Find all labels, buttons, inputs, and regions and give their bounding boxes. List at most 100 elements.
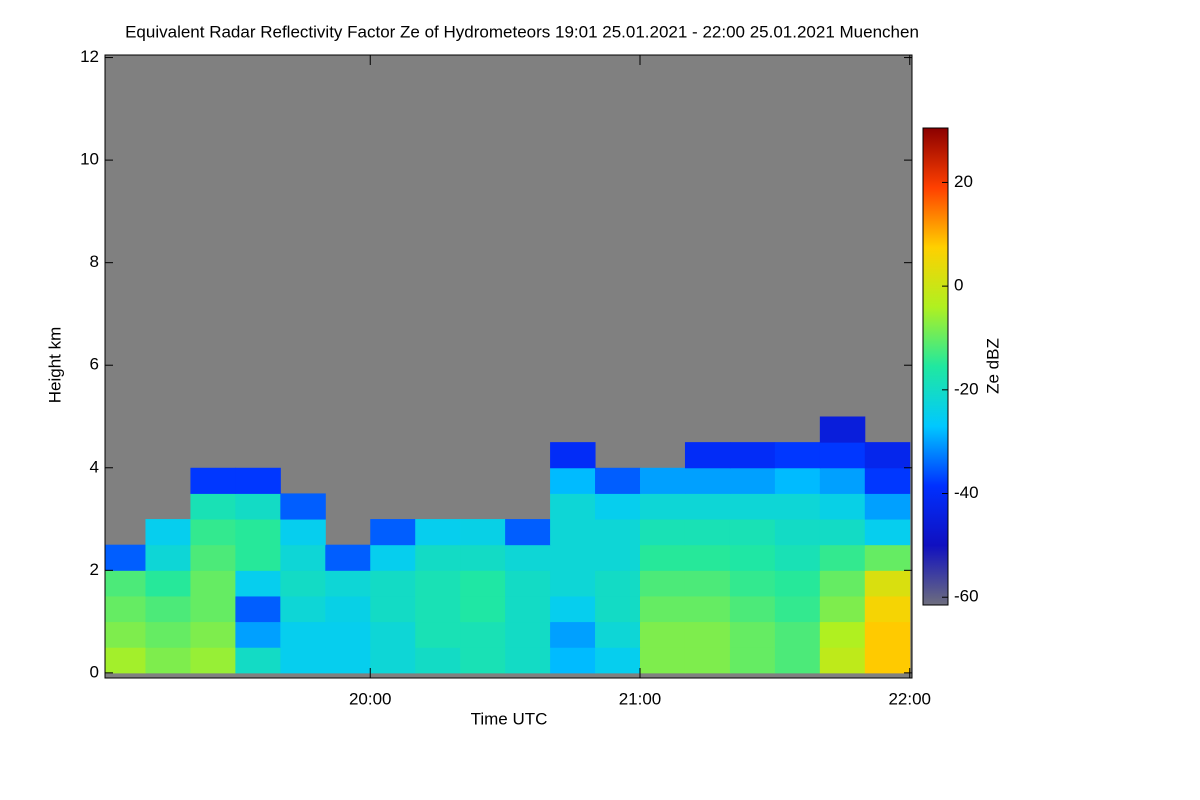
heatmap-cell: [774, 493, 821, 520]
heatmap-cell: [190, 493, 236, 520]
heatmap-cell: [819, 621, 866, 648]
heatmap-cell: [640, 570, 686, 597]
heatmap-cell: [145, 647, 191, 674]
x-tick-label: 22:00: [888, 689, 931, 708]
heatmap-cell: [640, 493, 686, 520]
heatmap-cell: [505, 544, 551, 571]
heatmap-cell: [190, 519, 236, 546]
y-axis-label: Height km: [45, 327, 64, 404]
heatmap-cell: [190, 647, 236, 674]
heatmap-cell: [325, 621, 371, 648]
heatmap-cell: [864, 647, 911, 674]
heatmap-cell: [105, 570, 146, 597]
heatmap-cell: [235, 544, 281, 571]
colorbar-tick-label: -20: [954, 379, 979, 398]
chart-title: Equivalent Radar Reflectivity Factor Ze …: [125, 22, 919, 41]
colorbar-tick-label: -40: [954, 483, 979, 502]
heatmap-cell: [640, 519, 686, 546]
heatmap-cell: [640, 621, 686, 648]
heatmap-cell: [819, 493, 866, 520]
heatmap-cell: [325, 647, 371, 674]
heatmap-cell: [595, 570, 641, 597]
heatmap-cell: [684, 621, 731, 648]
heatmap-cell: [595, 467, 641, 494]
heatmap-cell: [280, 621, 326, 648]
heatmap-cell: [460, 570, 506, 597]
heatmap-cell: [280, 544, 326, 571]
heatmap-cell: [190, 544, 236, 571]
heatmap-cell: [370, 519, 416, 546]
heatmap-cell: [505, 519, 551, 546]
heatmap-cell: [550, 544, 596, 571]
colorbar-tick-label: -60: [954, 587, 979, 606]
heatmap-cell: [864, 570, 911, 597]
heatmap-cell: [505, 621, 551, 648]
y-tick-label: 0: [90, 662, 99, 681]
colorbar-label: Ze dBZ: [983, 338, 1002, 394]
heatmap-cell: [280, 519, 326, 546]
heatmap-cell: [415, 647, 461, 674]
heatmap-cell: [819, 647, 866, 674]
heatmap-cell: [595, 493, 641, 520]
colorbar: [922, 127, 949, 606]
heatmap-cell: [105, 647, 146, 674]
heatmap-cell: [460, 519, 506, 546]
heatmap-cell: [729, 570, 776, 597]
heatmap-cell: [190, 595, 236, 623]
heatmap-cell: [819, 544, 866, 571]
heatmap-cell: [145, 570, 191, 597]
heatmap-cell: [684, 570, 731, 597]
heatmap-cell: [595, 519, 641, 546]
heatmap-cell: [864, 519, 911, 546]
heatmap-cell: [550, 519, 596, 546]
heatmap-cell: [819, 416, 866, 443]
x-tick-label: 21:00: [619, 689, 662, 708]
heatmap-cell: [325, 595, 371, 623]
colorbar-tick-label: 20: [954, 172, 973, 191]
heatmap-cell: [729, 519, 776, 546]
heatmap-cell: [729, 621, 776, 648]
heatmap-cell: [105, 621, 146, 648]
heatmap-cell: [684, 442, 731, 469]
heatmap-cell: [460, 595, 506, 623]
heatmap-cell: [145, 595, 191, 623]
heatmap-cell: [819, 595, 866, 623]
y-tick-label: 10: [80, 150, 99, 169]
heatmap-cell: [460, 621, 506, 648]
y-tick-label: 6: [90, 355, 99, 374]
heatmap-cell: [864, 544, 911, 571]
heatmap-cell: [729, 544, 776, 571]
heatmap-cell: [864, 442, 911, 469]
y-tick-label: 8: [90, 252, 99, 271]
heatmap-cell: [864, 621, 911, 648]
heatmap-cell: [774, 467, 821, 494]
heatmap-cell: [550, 647, 596, 674]
y-tick-label: 4: [90, 457, 99, 476]
heatmap-cell: [280, 493, 326, 520]
heatmap-cell: [235, 467, 281, 494]
heatmap-cell: [235, 519, 281, 546]
heatmap-cell: [819, 467, 866, 494]
heatmap-cell: [190, 621, 236, 648]
heatmap-cell: [370, 647, 416, 674]
heatmap-cell: [550, 621, 596, 648]
heatmap-cell: [550, 570, 596, 597]
heatmap-cell: [505, 570, 551, 597]
heatmap-cell: [190, 570, 236, 597]
heatmap-cell: [684, 467, 731, 494]
heatmap-cell: [370, 595, 416, 623]
heatmap-cell: [729, 442, 776, 469]
heatmap-cell: [550, 467, 596, 494]
heatmap-cell: [684, 647, 731, 674]
heatmap-cell: [235, 595, 281, 623]
heatmap-cell: [819, 519, 866, 546]
heatmap-cell: [684, 544, 731, 571]
heatmap-cell: [640, 595, 686, 623]
heatmap-cell: [595, 647, 641, 674]
heatmap-cell: [145, 621, 191, 648]
heatmap-cell: [774, 570, 821, 597]
heatmap-cell: [550, 595, 596, 623]
x-axis-label: Time UTC: [471, 709, 548, 728]
